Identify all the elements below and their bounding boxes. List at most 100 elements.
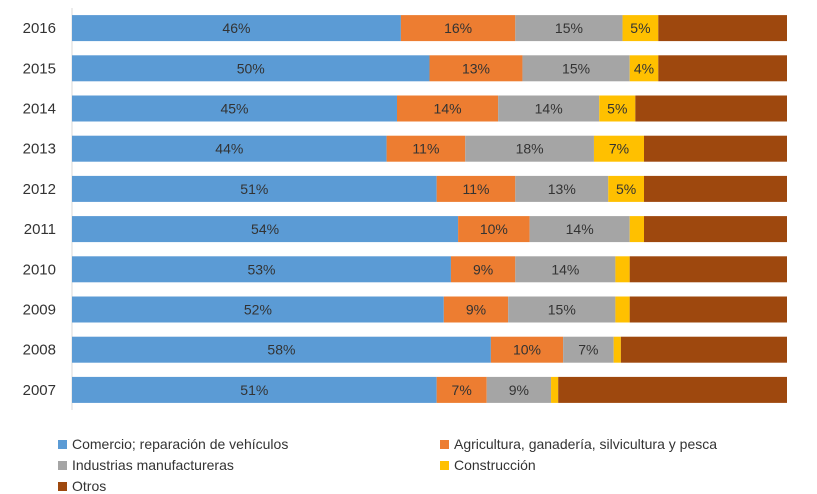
category-label-2014: 2014 <box>23 101 56 118</box>
data-label-2016-series-3: 5% <box>630 20 650 36</box>
bar-segment-2014-series-4 <box>635 95 787 122</box>
bar-segment-2010-series-0 <box>72 256 451 283</box>
data-label-2007-series-2: 9% <box>509 382 529 398</box>
bar-segment-2015-series-2 <box>522 55 630 82</box>
bar-segment-2015-series-4 <box>658 55 787 82</box>
data-label-2013-series-1: 11% <box>412 141 439 157</box>
data-label-2012-series-1: 11% <box>462 181 489 197</box>
data-label-2009-series-2: 15% <box>548 302 576 318</box>
category-label-2010: 2010 <box>23 261 56 278</box>
category-label-2008: 2008 <box>23 342 56 359</box>
bar-segment-2011-series-1 <box>458 216 530 243</box>
data-label-2008-series-1: 10% <box>513 342 541 358</box>
data-label-2014-series-2: 14% <box>535 101 563 117</box>
legend-label: Comercio; reparación de vehículos <box>72 436 289 452</box>
data-label-2010-series-1: 9% <box>473 261 493 277</box>
data-label-2010-series-2: 14% <box>551 261 579 277</box>
bar-segment-2010-series-2 <box>515 256 616 283</box>
bar-segment-2009-series-0 <box>72 296 444 323</box>
data-label-2008-series-0: 58% <box>267 342 295 358</box>
bar-segment-2010-series-3 <box>615 256 630 283</box>
bar-segment-2014-series-0 <box>72 95 397 122</box>
data-label-2014-series-3: 5% <box>607 101 627 117</box>
bar-segment-2008-series-1 <box>490 336 564 363</box>
bar-segment-2009-series-4 <box>629 296 787 323</box>
bar-segment-2012-series-0 <box>72 175 437 202</box>
data-label-2015-series-1: 13% <box>462 60 490 76</box>
data-label-2014-series-1: 14% <box>434 101 462 117</box>
bar-segment-2007-series-0 <box>72 376 437 403</box>
bar-segment-2013-series-0 <box>72 135 387 162</box>
chart-plot: 2016 46% 16% 15% 5% 2015 50% 13% 15% 4% 2014 45% 14%… <box>23 8 787 410</box>
legend-swatch <box>440 460 449 470</box>
bar-segment-2011-series-3 <box>629 216 644 243</box>
bar-segment-2008-series-3 <box>613 336 621 363</box>
bar-segment-2013-series-1 <box>386 135 466 162</box>
data-label-2016-series-1: 16% <box>444 20 472 36</box>
legend-label: Industrias manufactureras <box>72 457 234 473</box>
bar-segment-2016-series-0 <box>72 15 401 42</box>
bar-segment-2013-series-4 <box>644 135 787 162</box>
category-label-2007: 2007 <box>23 382 56 399</box>
bar-segment-2009-series-3 <box>615 296 630 323</box>
data-label-2012-series-3: 5% <box>616 181 636 197</box>
legend-label: Agricultura, ganadería, silvicultura y p… <box>454 436 718 452</box>
bar-segment-2015-series-0 <box>72 55 430 82</box>
bar-segment-2016-series-3 <box>622 15 659 42</box>
data-label-2013-series-2: 18% <box>516 141 544 157</box>
data-label-2009-series-1: 9% <box>466 302 486 318</box>
legend-label: Construcción <box>454 457 536 473</box>
category-label-2012: 2012 <box>23 181 56 198</box>
bar-segment-2010-series-1 <box>450 256 516 283</box>
data-label-2014-series-0: 45% <box>220 101 248 117</box>
data-label-2008-series-2: 7% <box>578 342 598 358</box>
bar-segment-2012-series-1 <box>436 175 516 202</box>
data-label-2011-series-0: 54% <box>251 221 279 237</box>
legend-item-2: Industrias manufactureras <box>58 457 234 473</box>
bar-segment-2011-series-2 <box>529 216 630 243</box>
bar-segment-2015-series-3 <box>629 55 659 82</box>
bar-segment-2016-series-4 <box>658 15 787 42</box>
legend-label: Otros <box>72 478 107 494</box>
category-label-2015: 2015 <box>23 60 56 77</box>
bar-segment-2011-series-4 <box>644 216 787 243</box>
category-label-2009: 2009 <box>23 302 56 319</box>
bar-segment-2007-series-2 <box>486 376 552 403</box>
data-label-2012-series-0: 51% <box>240 181 268 197</box>
bar-segment-2016-series-2 <box>515 15 623 42</box>
data-label-2007-series-0: 51% <box>240 382 268 398</box>
data-label-2011-series-2: 14% <box>566 221 594 237</box>
data-label-2010-series-0: 53% <box>247 261 275 277</box>
data-label-2012-series-2: 13% <box>548 181 576 197</box>
bar-segment-2008-series-4 <box>620 336 787 363</box>
legend-swatch <box>58 460 67 470</box>
bar-segment-2014-series-3 <box>599 95 636 122</box>
legend-swatch <box>440 439 449 449</box>
bar-segment-2014-series-1 <box>397 95 499 122</box>
bar-segment-2010-series-4 <box>629 256 787 283</box>
category-label-2013: 2013 <box>23 141 56 158</box>
data-label-2009-series-0: 52% <box>244 302 272 318</box>
data-label-2011-series-1: 10% <box>480 221 508 237</box>
bar-segment-2016-series-1 <box>400 15 516 42</box>
category-label-2016: 2016 <box>23 20 56 37</box>
legend-item-4: Otros <box>58 478 106 494</box>
bar-segment-2014-series-2 <box>498 95 600 122</box>
bar-segment-2007-series-3 <box>551 376 559 403</box>
data-label-2015-series-2: 15% <box>562 60 590 76</box>
bar-segment-2012-series-3 <box>608 175 644 202</box>
bar-segment-2007-series-4 <box>558 376 787 403</box>
data-label-2013-series-3: 7% <box>609 141 629 157</box>
data-label-2016-series-0: 46% <box>222 20 250 36</box>
bar-segment-2012-series-2 <box>515 175 609 202</box>
bar-segment-2012-series-4 <box>644 175 787 202</box>
data-label-2007-series-1: 7% <box>452 382 472 398</box>
legend-item-3: Construcción <box>440 457 536 473</box>
bar-segment-2009-series-1 <box>443 296 509 323</box>
bar-segment-2007-series-1 <box>436 376 487 403</box>
data-label-2013-series-0: 44% <box>215 141 243 157</box>
bar-segment-2015-series-1 <box>429 55 523 82</box>
bar-segment-2013-series-3 <box>593 135 644 162</box>
legend-item-1: Agricultura, ganadería, silvicultura y p… <box>440 436 717 452</box>
